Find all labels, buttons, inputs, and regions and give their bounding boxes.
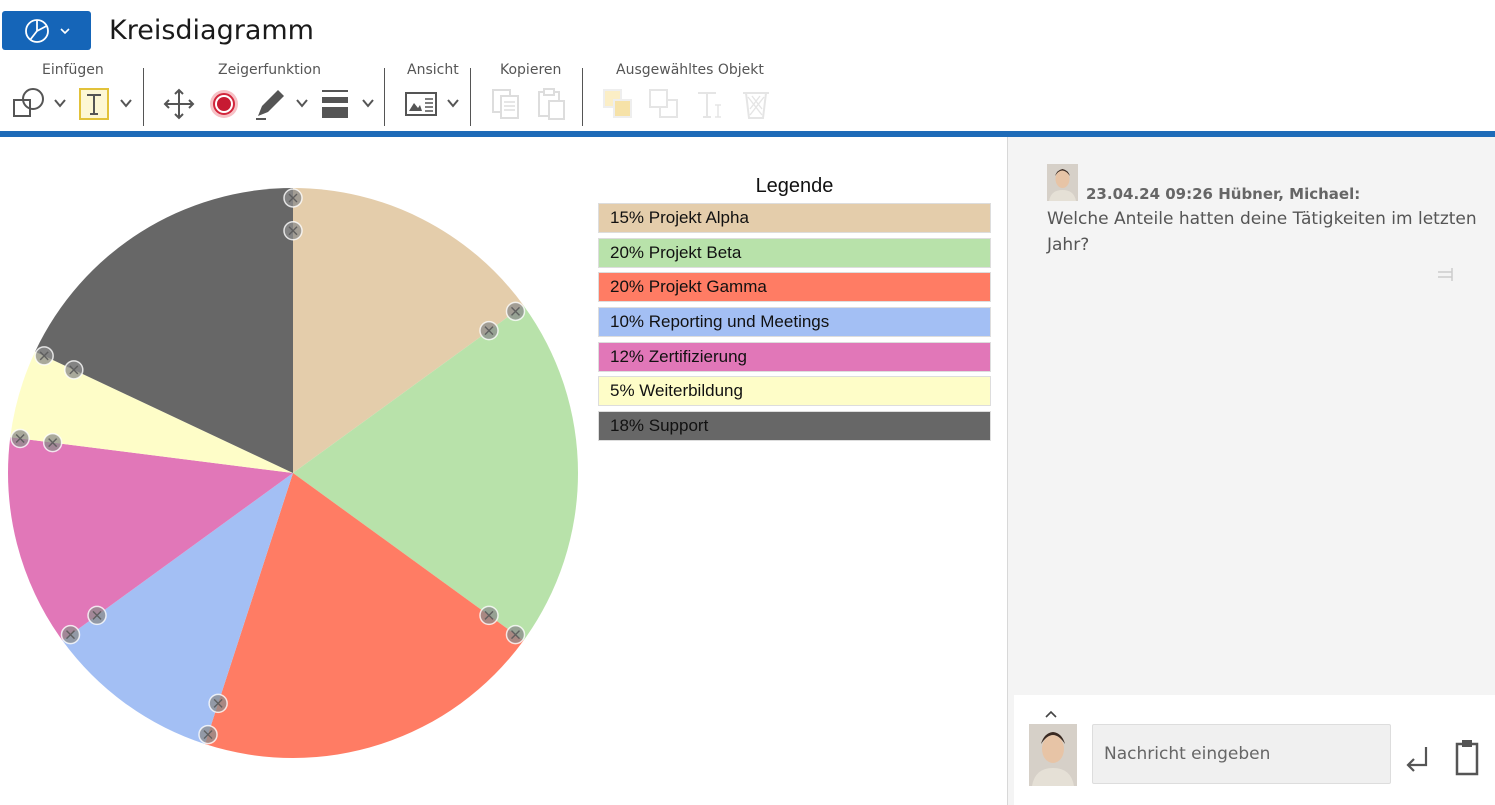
reply-icon[interactable]	[1436, 264, 1458, 284]
paste-icon	[538, 88, 565, 120]
copy-button[interactable]	[490, 86, 522, 122]
group-label-copy: Kopieren	[500, 62, 562, 78]
trash-icon	[743, 92, 769, 119]
line-width-icon	[322, 90, 348, 118]
insert-shape-button[interactable]	[11, 86, 47, 122]
toolbar-divider	[582, 68, 583, 126]
pie-slice[interactable]	[293, 188, 524, 473]
delete-button[interactable]	[740, 86, 772, 122]
shapes-icon	[13, 88, 44, 117]
slice-handle[interactable]	[87, 605, 107, 626]
slice-handle[interactable]	[42, 432, 63, 453]
slice-handle[interactable]	[10, 428, 30, 449]
pie-slice[interactable]	[293, 305, 579, 641]
pie-chart-icon	[24, 18, 49, 43]
toolbar-divider	[143, 68, 144, 126]
slice-handle[interactable]	[60, 624, 81, 645]
chevron-down-icon[interactable]	[119, 96, 133, 110]
avatar	[1029, 724, 1077, 786]
slice-handle[interactable]	[283, 188, 303, 208]
header-divider	[0, 131, 1495, 137]
slice-handle[interactable]	[34, 346, 54, 366]
slice-handle[interactable]	[505, 624, 526, 645]
toolbar-divider	[470, 68, 471, 126]
pen-icon	[256, 90, 284, 120]
pie-slice[interactable]	[62, 473, 294, 745]
laser-pointer-button[interactable]	[207, 86, 241, 122]
slice-handle[interactable]	[283, 221, 303, 241]
slice-handle[interactable]	[64, 360, 84, 380]
view-layout-icon	[405, 92, 437, 116]
chevron-up-icon[interactable]	[1044, 709, 1058, 719]
message-composer	[1014, 695, 1495, 805]
legend-item[interactable]: 5% Weiterbildung	[598, 376, 991, 407]
pie-slice[interactable]	[204, 473, 524, 758]
view-button[interactable]	[404, 86, 438, 122]
pie-slice[interactable]	[8, 437, 294, 641]
legend-item[interactable]: 20% Projekt Beta	[598, 237, 991, 268]
chevron-down-icon	[59, 27, 70, 34]
move-arrows-icon	[163, 88, 195, 120]
send-back-icon	[649, 89, 678, 118]
slice-handle[interactable]	[208, 693, 228, 714]
message-meta: 23.04.24 09:26 Hübner, Michael:	[1086, 185, 1361, 203]
chevron-down-icon[interactable]	[361, 96, 375, 110]
edit-text-button[interactable]	[694, 86, 726, 122]
pen-button[interactable]	[252, 86, 288, 122]
pie-chart[interactable]	[0, 137, 600, 805]
text-edit-icon	[698, 92, 721, 118]
slice-handle[interactable]	[479, 605, 499, 626]
slice-handle[interactable]	[198, 724, 218, 745]
chat-panel: 23.04.24 09:26 Hübner, Michael: Welche A…	[1007, 137, 1495, 805]
chevron-down-icon[interactable]	[295, 96, 309, 110]
legend-item[interactable]: 20% Projekt Gamma	[598, 272, 991, 303]
bring-to-front-button[interactable]	[601, 86, 635, 122]
pie-slice[interactable]	[35, 188, 294, 473]
paste-button[interactable]	[535, 86, 567, 122]
copy-icon	[492, 89, 519, 119]
group-label-view: Ansicht	[407, 62, 459, 78]
line-width-button[interactable]	[320, 86, 350, 122]
legend-item[interactable]: 12% Zertifizierung	[598, 341, 991, 372]
drawing-canvas[interactable]: Legende 15% Projekt Alpha 20% Projekt Bet…	[0, 137, 1007, 805]
legend-item[interactable]: 15% Projekt Alpha	[598, 203, 991, 233]
send-to-back-button[interactable]	[647, 86, 681, 122]
text-icon	[79, 88, 109, 120]
bring-front-icon	[603, 89, 632, 118]
legend-item[interactable]: 18% Support	[598, 411, 991, 441]
enter-icon[interactable]	[1404, 745, 1430, 775]
message-input[interactable]	[1092, 724, 1391, 784]
slice-handle[interactable]	[505, 301, 526, 322]
app-menu-button[interactable]	[2, 11, 91, 50]
pie-slice[interactable]	[10, 351, 293, 473]
move-button[interactable]	[162, 86, 196, 122]
group-label-pointer: Zeigerfunktion	[218, 62, 321, 78]
legend-item[interactable]: 10% Reporting und Meetings	[598, 307, 991, 337]
group-label-selected: Ausgewähltes Objekt	[616, 62, 764, 78]
page-title: Kreisdiagramm	[109, 15, 314, 46]
toolbar-divider	[384, 68, 385, 126]
insert-text-button[interactable]	[78, 86, 110, 122]
laser-pointer-icon	[210, 90, 238, 118]
slice-handle[interactable]	[479, 320, 499, 341]
group-label-insert: Einfügen	[42, 62, 104, 78]
clipboard-icon[interactable]	[1454, 738, 1480, 776]
chevron-down-icon[interactable]	[53, 96, 67, 110]
message-text: Welche Anteile hatten deine Tätigkeiten …	[1047, 209, 1477, 255]
chevron-down-icon[interactable]	[446, 96, 460, 110]
avatar	[1047, 164, 1078, 201]
legend-title: Legende	[755, 175, 834, 197]
